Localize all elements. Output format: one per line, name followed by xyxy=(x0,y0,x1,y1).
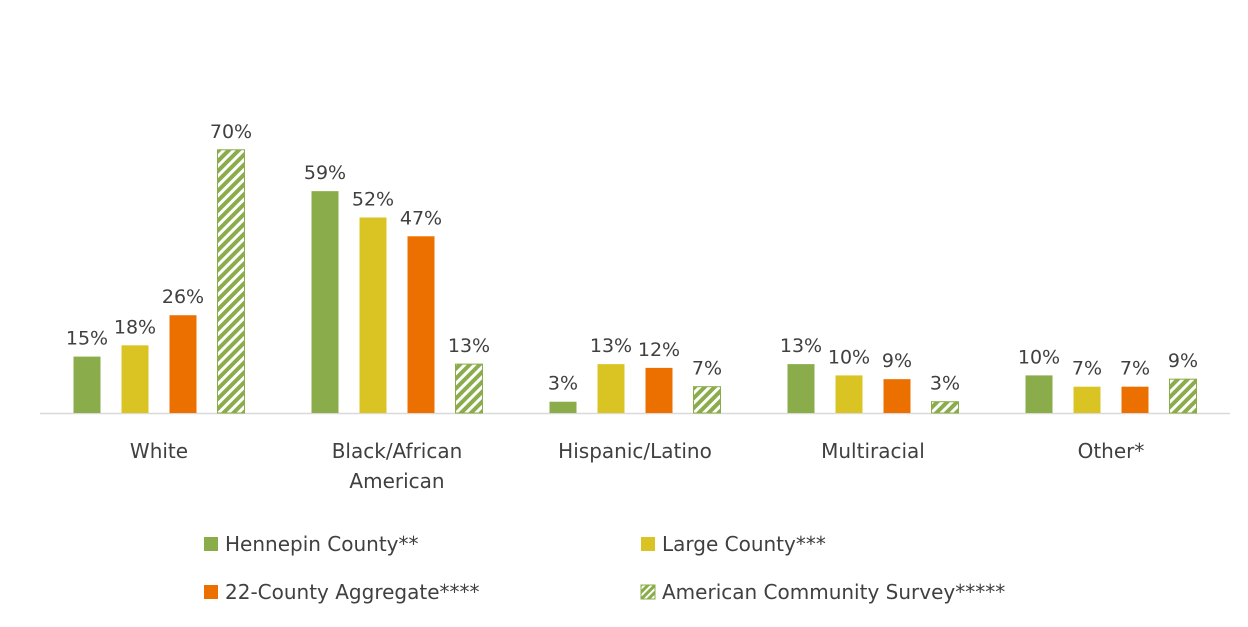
data-label: 47% xyxy=(400,207,442,229)
legend-marker xyxy=(204,585,218,599)
bar xyxy=(931,401,959,414)
legend-item: Hennepin County** xyxy=(203,532,419,556)
data-label: 70% xyxy=(210,121,252,143)
data-label: 12% xyxy=(638,339,680,361)
legend-swatch xyxy=(640,584,656,600)
bar xyxy=(121,345,149,413)
legend-item: Large County*** xyxy=(640,532,826,556)
data-label: 3% xyxy=(548,373,578,395)
legend-label: Large County*** xyxy=(662,532,826,556)
legend-marker xyxy=(640,584,656,600)
bar xyxy=(359,217,387,413)
legend-swatch xyxy=(204,537,218,551)
data-label: 3% xyxy=(930,373,960,395)
bar xyxy=(835,375,863,413)
bar xyxy=(455,363,483,414)
data-label: 18% xyxy=(114,316,156,338)
data-label: 13% xyxy=(780,335,822,357)
bar xyxy=(1121,386,1149,413)
data-label: 13% xyxy=(590,335,632,357)
bar xyxy=(1073,386,1101,413)
data-label: 10% xyxy=(828,346,870,368)
data-label: 52% xyxy=(352,188,394,210)
bar xyxy=(169,315,197,413)
legend-item: American Community Survey***** xyxy=(640,580,1005,604)
bar xyxy=(1025,375,1053,413)
legend-swatch xyxy=(641,537,655,551)
data-label: 7% xyxy=(1072,358,1102,380)
bar xyxy=(311,191,339,413)
data-label: 10% xyxy=(1018,346,1060,368)
x-tick-label: Other* xyxy=(1077,439,1145,463)
data-label: 13% xyxy=(448,335,490,357)
bar xyxy=(1169,378,1197,414)
data-label: 9% xyxy=(1168,350,1198,372)
bar xyxy=(597,364,625,413)
bar xyxy=(693,386,721,414)
bar xyxy=(407,236,435,413)
x-tick-label: Multiracial xyxy=(821,439,925,463)
legend-label: 22-County Aggregate**** xyxy=(225,580,480,604)
legend-marker xyxy=(641,537,655,551)
x-tick-label: Black/African American xyxy=(331,439,463,493)
x-tick-label: White xyxy=(129,439,189,463)
legend-item: 22-County Aggregate**** xyxy=(203,580,480,604)
bar xyxy=(73,356,101,413)
bar xyxy=(787,364,815,413)
bar xyxy=(217,149,245,414)
data-label: 15% xyxy=(66,328,108,350)
data-label: 26% xyxy=(162,286,204,308)
legend-swatch xyxy=(204,585,218,599)
data-label: 9% xyxy=(882,350,912,372)
data-label: 7% xyxy=(692,358,722,380)
bar xyxy=(645,367,673,413)
data-label: 7% xyxy=(1120,358,1150,380)
legend-marker xyxy=(204,537,218,551)
bar xyxy=(883,379,911,413)
data-label: 59% xyxy=(304,162,346,184)
legend-label: Hennepin County** xyxy=(225,532,419,556)
bar xyxy=(549,401,577,413)
legend-label: American Community Survey***** xyxy=(662,580,1006,604)
x-tick-label: Hispanic/Latino xyxy=(558,439,712,463)
